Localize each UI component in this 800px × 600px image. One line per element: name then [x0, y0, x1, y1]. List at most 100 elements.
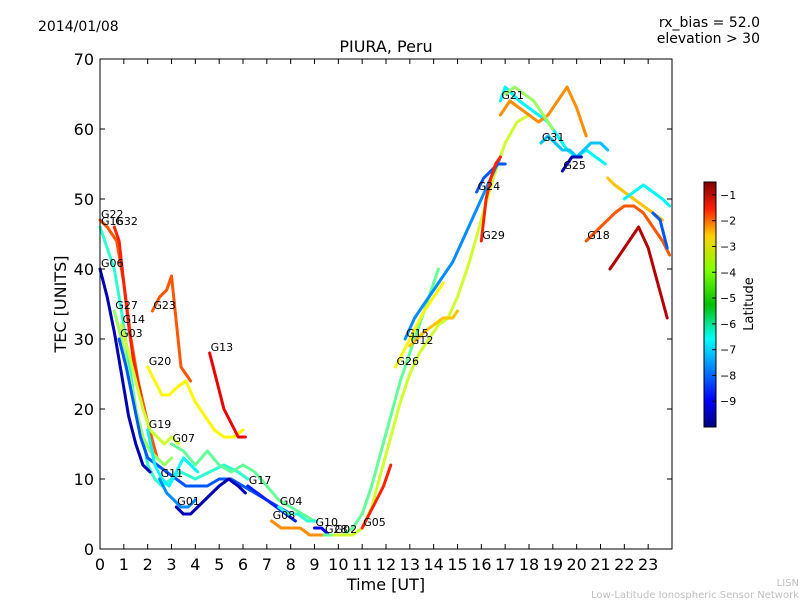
series-label-g11: G11 [161, 467, 184, 480]
y-tick-label: 30 [74, 330, 94, 349]
series-segment-line-1 [503, 85, 555, 131]
series-segment-line-5 [651, 211, 669, 250]
x-tick-label: 15 [447, 555, 467, 574]
x-tick-label: 6 [238, 555, 248, 574]
x-tick-label: 20 [566, 555, 586, 574]
y-tick-label: 70 [74, 50, 94, 69]
x-axis: 0 1 2 3 4 5 6 7 8 9 10 11 12 13 14 15 16 17 18 19 20 21 22 23 [95, 59, 658, 574]
series-label-g15: G15 [406, 327, 429, 340]
series-label-g21: G21 [501, 89, 524, 102]
series-label-g07: G07 [173, 432, 196, 445]
series-g01-line [174, 477, 247, 516]
series-segment-line-4 [608, 225, 669, 320]
y-tick-label: 10 [74, 470, 94, 489]
x-tick-label: 4 [190, 555, 200, 574]
series-label-g10: G10 [316, 516, 339, 529]
x-tick-label: 8 [286, 555, 296, 574]
x-tick-label: 13 [400, 555, 420, 574]
series-g23-line [150, 274, 193, 383]
y-axis-label: TEC [UNITS] [51, 256, 70, 354]
series-g11-line [158, 477, 197, 509]
series-label-g27: G27 [115, 299, 138, 312]
series-label-g32: G32 [115, 215, 138, 228]
series-g05-line [360, 463, 393, 530]
series-segment-line-3 [622, 183, 672, 208]
x-tick-label: 23 [638, 555, 658, 574]
x-tick-label: 3 [166, 555, 176, 574]
footer-lisn: LISN [777, 578, 799, 589]
series-label-g01: G01 [177, 495, 200, 508]
series-label-g28: G28 [325, 523, 348, 536]
series-g12-line [408, 309, 459, 348]
colorbar-tick-label: −5 [720, 292, 736, 305]
series-g04-line [277, 505, 319, 523]
x-tick-label: 11 [352, 555, 372, 574]
series-g24-line [475, 162, 507, 194]
series-g27-line [112, 309, 173, 467]
footer-network: Low-Latitude Ionospheric Sensor Network [591, 590, 799, 600]
x-tick-label: 1 [119, 555, 129, 574]
x-tick-label: 21 [590, 555, 610, 574]
series-g25-line [560, 155, 583, 173]
x-tick-label: 5 [214, 555, 224, 574]
series-label-g18: G18 [587, 229, 610, 242]
series-g16-line [98, 225, 250, 488]
colorbar-tick-label: −2 [720, 215, 736, 228]
colorbar-tick-label: −3 [720, 240, 736, 253]
x-tick-label: 14 [423, 555, 443, 574]
series-g07-line [170, 442, 316, 523]
x-tick-label: 17 [495, 555, 515, 574]
series-g15-line [403, 155, 502, 341]
x-tick-label: 22 [614, 555, 634, 574]
colorbar-tick-label: −4 [720, 266, 736, 279]
series-label-g04: G04 [280, 495, 303, 508]
x-tick-label: 9 [309, 555, 319, 574]
y-tick-label: 60 [74, 120, 94, 139]
y-tick-label: 20 [74, 400, 94, 419]
x-tick-label: 16 [471, 555, 491, 574]
colorbar-tick-label: −8 [720, 369, 736, 382]
x-tick-label: 12 [376, 555, 396, 574]
series-g26-line [394, 281, 445, 369]
series-label-g26: G26 [397, 355, 420, 368]
series-label-g23: G23 [153, 299, 176, 312]
series-g32-line [112, 225, 142, 397]
series-g19-line [146, 428, 200, 488]
series-label-g06: G06 [101, 257, 124, 270]
series-label-g08: G08 [273, 509, 296, 522]
colorbar [703, 181, 717, 428]
series-label-g20: G20 [149, 355, 172, 368]
series-g18-line [584, 204, 672, 257]
colorbar-label: Latitude [742, 277, 757, 331]
series-label-g31: G31 [542, 131, 565, 144]
series-g03-line [117, 337, 293, 516]
series-label-g29: G29 [482, 229, 505, 242]
series-traces [98, 85, 672, 537]
series-g13-line [208, 351, 247, 439]
series-label-g22: G22 [101, 208, 124, 221]
elevation-label: elevation > 30 [657, 31, 760, 47]
x-tick-label: 19 [543, 555, 563, 574]
rx-bias-label: rx_bias = 52.0 [659, 15, 760, 31]
colorbar-ticks: −1 −2 −3 −4 −5 −6 −7 −8 −9 [712, 189, 736, 408]
series-label-g17: G17 [249, 474, 272, 487]
x-tick-label: 0 [95, 555, 105, 574]
series-g08-line [270, 519, 331, 537]
colorbar-tick-label: −1 [720, 189, 736, 202]
x-tick-label: 18 [519, 555, 539, 574]
series-label-g19: G19 [149, 418, 172, 431]
series-g20-line [146, 365, 245, 439]
series-label-g03: G03 [120, 327, 143, 340]
chart-title: PIURA, Peru [339, 37, 432, 56]
y-tick-label: 40 [74, 260, 94, 279]
y-axis: 0 10 20 30 40 50 60 70 [74, 50, 672, 559]
series-segment-line-0 [498, 85, 588, 138]
y-tick-label: 0 [84, 540, 94, 559]
series-label-g25: G25 [563, 159, 586, 172]
colorbar-tick-label: −7 [720, 344, 736, 357]
x-tick-label: 2 [143, 555, 153, 574]
series-label-g02: G02 [335, 523, 358, 536]
colorbar-tick-label: −6 [720, 318, 736, 331]
